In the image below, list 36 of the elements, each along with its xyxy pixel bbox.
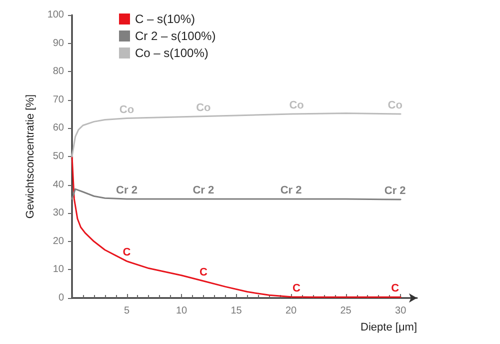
annotation: Cr 2 xyxy=(280,184,302,196)
y-tick-label: 70 xyxy=(52,94,64,106)
annotation: Cr 2 xyxy=(192,184,214,196)
legend-label: Cr 2 – s(100%) xyxy=(135,29,216,43)
y-tick-label: 90 xyxy=(52,38,64,49)
annotation: Co xyxy=(196,102,212,114)
y-tick-label: 80 xyxy=(52,66,64,78)
x-tick-label: 5 xyxy=(124,306,130,316)
y-tick-label: 20 xyxy=(52,236,64,247)
x-tick-label: 10 xyxy=(176,306,188,316)
annotation: Co xyxy=(388,100,403,112)
annotation: Co xyxy=(289,100,304,112)
line-series xyxy=(71,112,402,158)
x-axis-title: Diepte [μm] xyxy=(360,322,417,334)
y-tick-label: 60 xyxy=(52,122,64,134)
y-tick-label: 40 xyxy=(52,179,64,190)
annotation: Cr 2 xyxy=(384,185,406,198)
y-tick-label: 30 xyxy=(52,208,64,219)
y-tick-label: 50 xyxy=(52,151,64,162)
line-series xyxy=(71,156,402,298)
x-tick-label: 20 xyxy=(285,306,298,316)
x-tick-label: 15 xyxy=(230,306,242,316)
legend-label: Co – s(100%) xyxy=(135,46,208,60)
y-tick-label: 100 xyxy=(47,10,64,20)
annotation: Cr 2 xyxy=(116,184,138,196)
y-tick-label: 0 xyxy=(58,292,64,304)
y-tick-label: 10 xyxy=(52,264,64,276)
annotation: C xyxy=(199,266,208,279)
annotation: C xyxy=(391,282,400,295)
annotation: Co xyxy=(119,104,134,116)
annotation: C xyxy=(292,282,301,294)
x-tick-label: 30 xyxy=(395,306,407,316)
annotation: C xyxy=(122,246,131,259)
x-tick-label: 25 xyxy=(340,306,352,316)
y-axis-title: Gewichtsconcentratie [%] xyxy=(24,94,36,219)
legend-label: C – s(10%) xyxy=(135,12,196,26)
